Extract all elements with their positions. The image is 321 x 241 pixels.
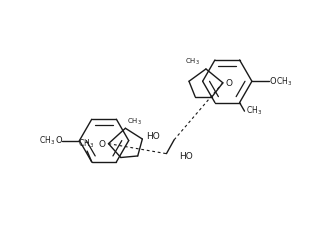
Text: O: O [55, 136, 62, 145]
Text: O: O [98, 140, 105, 149]
Text: HO: HO [146, 132, 160, 141]
Text: O: O [225, 79, 232, 88]
Text: O: O [270, 77, 276, 86]
Text: CH$_3$: CH$_3$ [77, 137, 94, 150]
Text: CH$_3$: CH$_3$ [246, 105, 262, 117]
Text: CH$_3$: CH$_3$ [276, 75, 292, 87]
Text: HO: HO [179, 152, 193, 161]
Text: CH$_3$: CH$_3$ [127, 116, 142, 127]
Text: CH$_3$: CH$_3$ [39, 134, 56, 147]
Text: CH$_3$: CH$_3$ [185, 57, 200, 67]
